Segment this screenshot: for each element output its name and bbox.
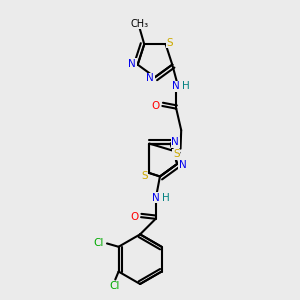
- Text: N: N: [146, 73, 154, 83]
- Text: N: N: [172, 82, 180, 92]
- Text: H: H: [182, 82, 190, 92]
- Text: Cl: Cl: [94, 238, 104, 248]
- Text: S: S: [141, 171, 148, 181]
- Text: N: N: [178, 160, 186, 170]
- Text: N: N: [152, 193, 160, 202]
- Text: O: O: [152, 101, 160, 111]
- Text: Cl: Cl: [110, 281, 120, 292]
- Text: N: N: [128, 59, 136, 69]
- Text: H: H: [162, 193, 170, 202]
- Text: N: N: [171, 137, 179, 147]
- Text: CH₃: CH₃: [130, 19, 148, 29]
- Text: O: O: [130, 212, 139, 222]
- Text: S: S: [173, 149, 180, 159]
- Text: S: S: [166, 38, 173, 48]
